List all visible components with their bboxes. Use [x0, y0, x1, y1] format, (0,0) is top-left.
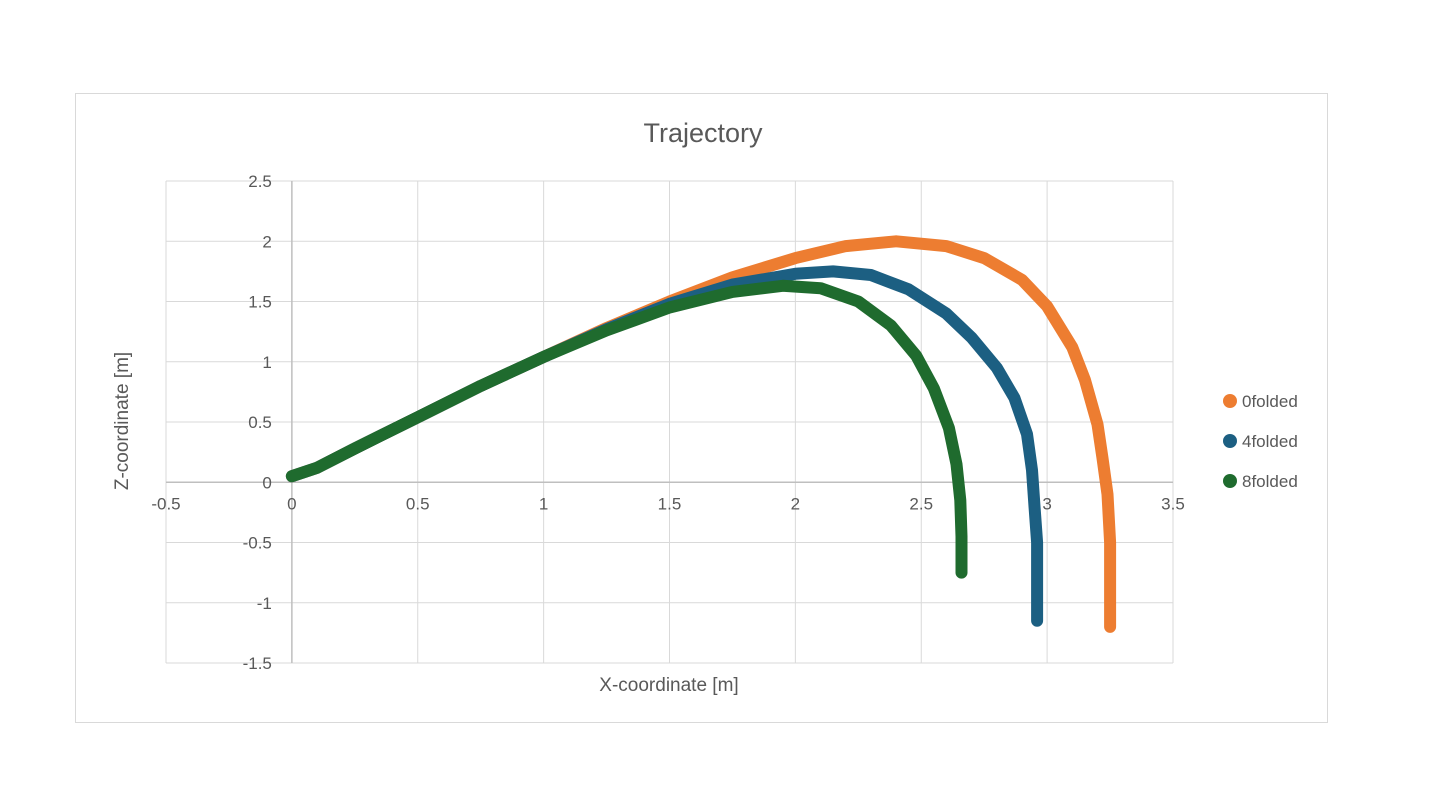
chart-frame: Trajectory -0.5 0 0.5 1 1.5 2 2.5 3 3.5 -1.5 -1 -0… [75, 93, 1328, 723]
y-tick-label-7: 2 [262, 232, 271, 251]
x-tick-label-5: 2 [791, 494, 800, 513]
legend-label-8folded: 8folded [1242, 472, 1298, 491]
series-4folded [285, 265, 1044, 627]
x-tick-label-4: 1.5 [658, 494, 682, 513]
x-axis-label: X-coordinate [m] [599, 675, 738, 696]
x-tick-label-8: 3.5 [1161, 494, 1185, 513]
series-8folded [285, 279, 968, 579]
legend-marker-0folded [1223, 394, 1237, 408]
x-tick-label-3: 1 [539, 494, 548, 513]
chart-title: Trajectory [643, 118, 763, 148]
x-tick-label-6: 2.5 [909, 494, 933, 513]
y-axis-label: Z-coordinate [m] [112, 352, 133, 490]
y-tick-label-2: -0.5 [243, 534, 272, 553]
y-tick-label-8: 2.5 [248, 172, 272, 191]
x-tick-label-1: 0 [287, 494, 296, 513]
y-tick-label-5: 1 [262, 353, 271, 372]
y-tick-label-0: -1.5 [243, 654, 272, 673]
y-tick-label-3: 0 [262, 473, 271, 492]
y-tick-label-6: 1.5 [248, 293, 272, 312]
axes [166, 181, 1173, 663]
trajectory-chart: Trajectory -0.5 0 0.5 1 1.5 2 2.5 3 3.5 -1.5 -1 -0… [112, 118, 1298, 696]
x-tick-label-2: 0.5 [406, 494, 430, 513]
legend-marker-4folded [1223, 434, 1237, 448]
legend-label-4folded: 4folded [1242, 432, 1298, 451]
y-tick-label-4: 0.5 [248, 413, 272, 432]
x-tick-label-7: 3 [1042, 494, 1051, 513]
x-tick-labels: -0.5 0 0.5 1 1.5 2 2.5 3 3.5 [151, 494, 1184, 513]
y-tick-label-1: -1 [257, 594, 272, 613]
y-tick-labels: -1.5 -1 -0.5 0 0.5 1 1.5 2 2.5 [243, 172, 272, 673]
legend: 0folded 4folded 8folded [1223, 392, 1298, 491]
legend-label-0folded: 0folded [1242, 392, 1298, 411]
legend-marker-8folded [1223, 474, 1237, 488]
x-tick-label-0: -0.5 [151, 494, 180, 513]
series-layer [285, 235, 1117, 633]
